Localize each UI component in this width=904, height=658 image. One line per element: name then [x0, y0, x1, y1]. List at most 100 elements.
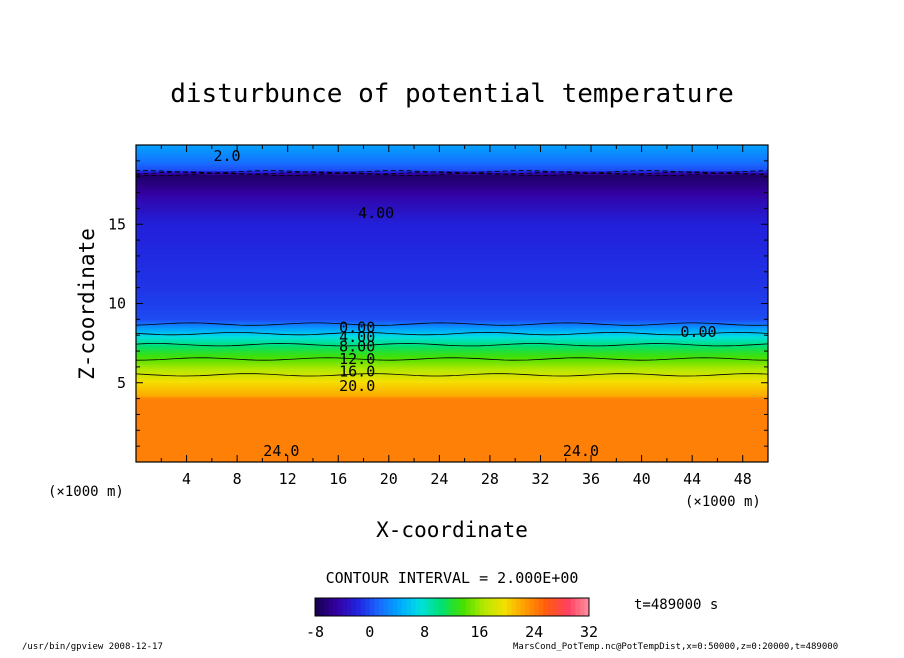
colorbar-segment — [547, 598, 553, 616]
colorbar-tick-label: -8 — [306, 623, 324, 641]
colorbar-segment — [319, 598, 325, 616]
field-band — [136, 431, 768, 435]
contour-label: 24.0 — [263, 442, 299, 460]
field-band — [136, 273, 768, 277]
colorbar-segment — [351, 598, 357, 616]
field-band — [136, 188, 768, 191]
field-band — [136, 271, 768, 275]
footer-program-date: /usr/bin/gpview 2008-12-17 — [22, 642, 163, 652]
field-band — [136, 291, 768, 294]
field-band — [136, 186, 768, 189]
field-band — [136, 328, 768, 332]
field-band — [136, 269, 768, 273]
field-band — [136, 243, 768, 247]
field-band — [136, 380, 768, 384]
field-band — [136, 378, 768, 382]
colorbar-segment — [538, 598, 544, 616]
x-axis-label: X-coordinate — [376, 518, 528, 542]
plot-area — [136, 145, 768, 462]
field-band — [136, 366, 768, 370]
field-band — [136, 392, 768, 395]
field-band — [136, 237, 768, 241]
x-tick-label: 36 — [582, 470, 600, 488]
field-band — [136, 263, 768, 267]
colorbar-segment — [543, 598, 549, 616]
colorbar-segment — [493, 598, 499, 616]
colorbar-segment — [346, 598, 352, 616]
field-band — [136, 214, 768, 217]
colorbar-segment — [566, 598, 572, 616]
colorbar-tick-label: 32 — [580, 623, 598, 641]
field-band — [136, 336, 768, 340]
field-band — [136, 326, 768, 330]
colorbar-segment — [442, 598, 448, 616]
field-band — [136, 231, 768, 235]
colorbar-segment — [328, 598, 334, 616]
field-band — [136, 317, 768, 320]
field-band — [136, 154, 768, 158]
field-band — [136, 394, 768, 397]
contour-line — [136, 172, 768, 176]
x-tick-label: 12 — [279, 470, 297, 488]
field-band — [136, 410, 768, 413]
field-band — [136, 152, 768, 156]
field-band — [136, 297, 768, 300]
field-band — [136, 418, 768, 421]
field-band — [136, 453, 768, 457]
contour-line — [136, 357, 768, 361]
colorbar-segment — [561, 598, 567, 616]
field-band — [136, 428, 768, 431]
field-band — [136, 190, 768, 193]
colorbar-segment — [497, 598, 503, 616]
field-band — [136, 168, 768, 172]
colorbar-segment — [465, 598, 471, 616]
field-band — [136, 229, 768, 233]
colorbar-segment — [374, 598, 380, 616]
field-band — [136, 451, 768, 455]
colorbar-segment — [438, 598, 444, 616]
colorbar-segment — [520, 598, 526, 616]
field-band — [136, 279, 768, 283]
field-band — [136, 225, 768, 229]
field-band — [136, 235, 768, 239]
field-band — [136, 406, 768, 409]
field-band — [136, 164, 768, 168]
time-label: t=489000 s — [634, 597, 718, 613]
field-band — [136, 259, 768, 263]
field-band — [136, 334, 768, 338]
colorbar-segment — [429, 598, 435, 616]
field-band — [136, 267, 768, 271]
field-band — [136, 148, 768, 152]
field-band — [136, 178, 768, 181]
field-band — [136, 253, 768, 257]
field-band — [136, 344, 768, 348]
field-band — [136, 150, 768, 154]
colorbar-segment — [529, 598, 535, 616]
contour-line — [136, 331, 768, 336]
colorbar-segment — [424, 598, 430, 616]
field-band — [136, 249, 768, 253]
field-band — [136, 313, 768, 316]
colorbar-segment — [488, 598, 494, 616]
colorbar-segment — [511, 598, 517, 616]
colorbar-segment — [461, 598, 467, 616]
field-band — [136, 315, 768, 318]
field-band — [136, 414, 768, 417]
x-tick-label: 28 — [481, 470, 499, 488]
field-band — [136, 422, 768, 425]
colorbar-segment — [570, 598, 576, 616]
field-band — [136, 307, 768, 310]
colorbar-segment — [420, 598, 425, 616]
field-band — [136, 299, 768, 302]
field-band — [136, 170, 768, 174]
field-band — [136, 435, 768, 439]
field-band — [136, 330, 768, 334]
x-tick-label: 24 — [430, 470, 448, 488]
colorbar-segment — [470, 598, 476, 616]
field-band — [136, 255, 768, 259]
field-band — [136, 350, 768, 354]
field-band — [136, 388, 768, 391]
field-band — [136, 420, 768, 423]
field-band — [136, 433, 768, 437]
